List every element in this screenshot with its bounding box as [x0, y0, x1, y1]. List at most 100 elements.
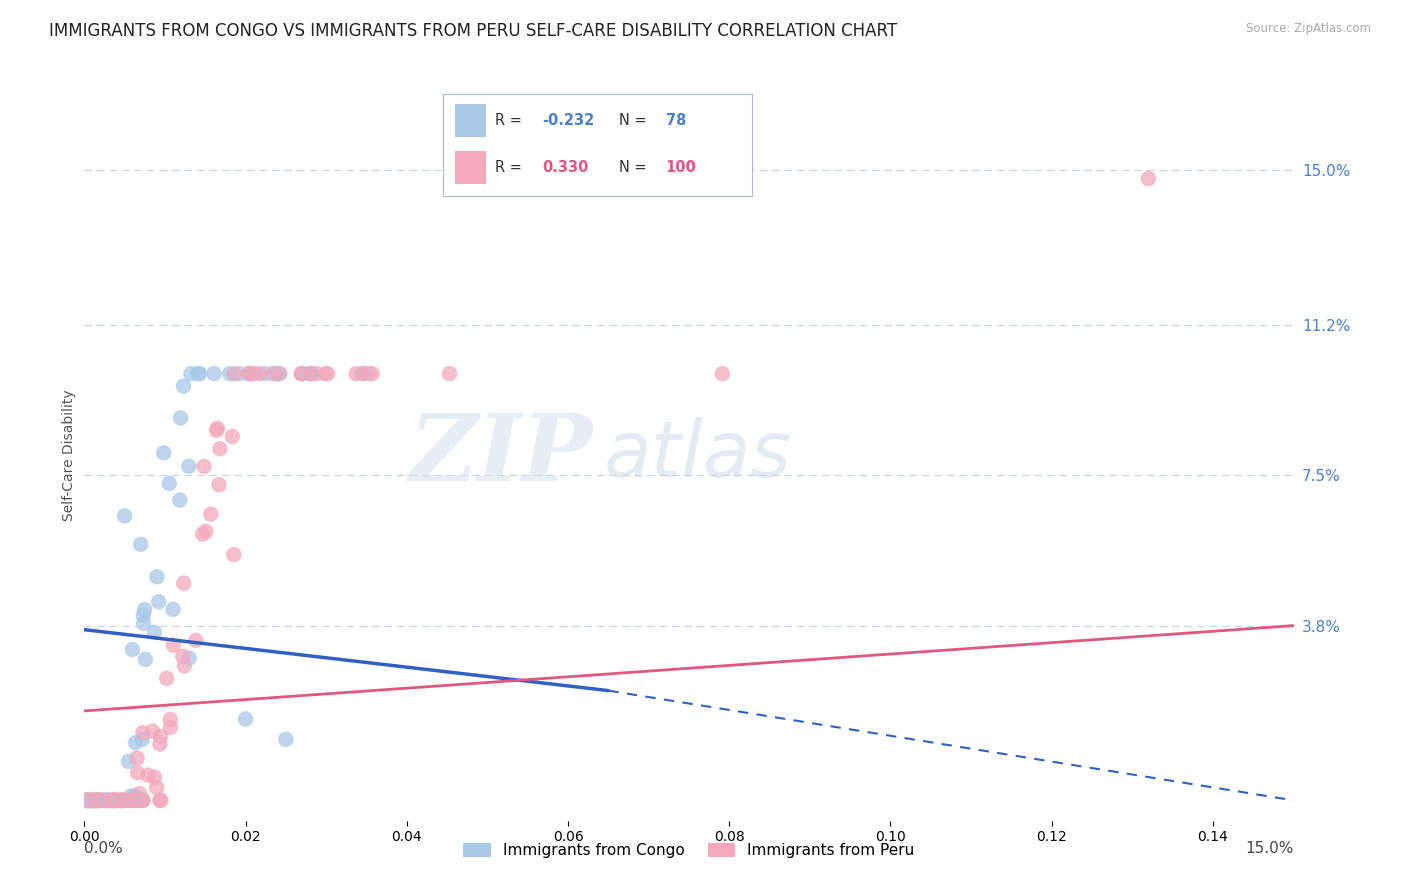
Point	[121, 793, 143, 807]
Point	[361, 367, 384, 381]
Point	[112, 793, 135, 807]
Point	[122, 793, 145, 807]
Point	[301, 367, 323, 381]
Point	[149, 730, 172, 744]
Point	[291, 367, 314, 381]
Point	[79, 793, 101, 807]
Point	[107, 793, 129, 807]
Point	[179, 651, 201, 665]
Point	[299, 367, 322, 381]
Point	[111, 793, 134, 807]
Point	[1137, 171, 1160, 186]
Point	[131, 793, 153, 807]
Point	[111, 793, 134, 807]
Point	[84, 793, 107, 807]
Text: 100: 100	[665, 160, 696, 175]
Point	[97, 793, 120, 807]
Point	[439, 367, 461, 381]
Point	[129, 793, 152, 807]
Point	[269, 367, 291, 381]
Text: Source: ZipAtlas.com: Source: ZipAtlas.com	[1246, 22, 1371, 36]
Point	[173, 576, 195, 591]
Point	[110, 793, 132, 807]
Point	[177, 459, 200, 474]
Point	[96, 793, 118, 807]
Text: IMMIGRANTS FROM CONGO VS IMMIGRANTS FROM PERU SELF-CARE DISABILITY CORRELATION C: IMMIGRANTS FROM CONGO VS IMMIGRANTS FROM…	[49, 22, 897, 40]
Point	[84, 793, 107, 807]
Point	[1137, 171, 1160, 186]
Point	[82, 793, 104, 807]
Point	[76, 793, 98, 807]
Point	[103, 793, 125, 807]
Point	[76, 793, 98, 807]
Point	[143, 625, 166, 640]
Point	[127, 751, 149, 765]
Point	[89, 793, 111, 807]
Point	[82, 793, 104, 807]
Point	[264, 367, 287, 381]
Point	[83, 793, 105, 807]
Point	[121, 793, 143, 807]
Point	[208, 442, 231, 456]
Point	[187, 367, 209, 381]
Point	[344, 367, 367, 381]
Point	[254, 367, 277, 381]
Point	[132, 616, 155, 631]
Point	[290, 367, 312, 381]
Point	[131, 732, 153, 747]
Point	[83, 793, 105, 807]
Point	[274, 732, 297, 747]
Point	[83, 793, 105, 807]
Point	[228, 367, 250, 381]
Point	[121, 642, 143, 657]
Point	[128, 787, 150, 801]
Point	[110, 793, 132, 807]
Point	[179, 651, 201, 665]
Point	[117, 755, 139, 769]
Point	[101, 793, 124, 807]
Point	[142, 724, 165, 739]
Point	[228, 367, 250, 381]
Point	[94, 793, 117, 807]
Point	[177, 459, 200, 474]
Point	[93, 793, 115, 807]
Point	[84, 793, 107, 807]
Point	[82, 793, 104, 807]
Point	[96, 793, 118, 807]
Point	[103, 793, 125, 807]
Point	[305, 367, 328, 381]
Point	[110, 793, 132, 807]
Point	[80, 793, 103, 807]
Point	[124, 789, 146, 803]
Point	[83, 793, 105, 807]
Point	[439, 367, 461, 381]
Point	[87, 793, 110, 807]
Point	[156, 671, 179, 685]
Point	[194, 524, 217, 539]
FancyBboxPatch shape	[456, 104, 486, 136]
Point	[157, 476, 180, 491]
Point	[117, 793, 139, 807]
Point	[134, 602, 156, 616]
Point	[180, 367, 202, 381]
Point	[96, 793, 118, 807]
Point	[75, 793, 97, 807]
Point	[115, 793, 138, 807]
Point	[169, 493, 191, 508]
Point	[298, 367, 321, 381]
Point	[159, 720, 181, 734]
Point	[117, 793, 139, 807]
Point	[112, 793, 135, 807]
Point	[134, 602, 156, 616]
Point	[111, 793, 134, 807]
Point	[274, 732, 297, 747]
Point	[267, 367, 290, 381]
Text: 78: 78	[665, 112, 686, 128]
Point	[77, 793, 100, 807]
Point	[124, 789, 146, 803]
Point	[128, 793, 150, 807]
Point	[110, 793, 132, 807]
Point	[238, 367, 260, 381]
Point	[97, 793, 120, 807]
Point	[316, 367, 339, 381]
